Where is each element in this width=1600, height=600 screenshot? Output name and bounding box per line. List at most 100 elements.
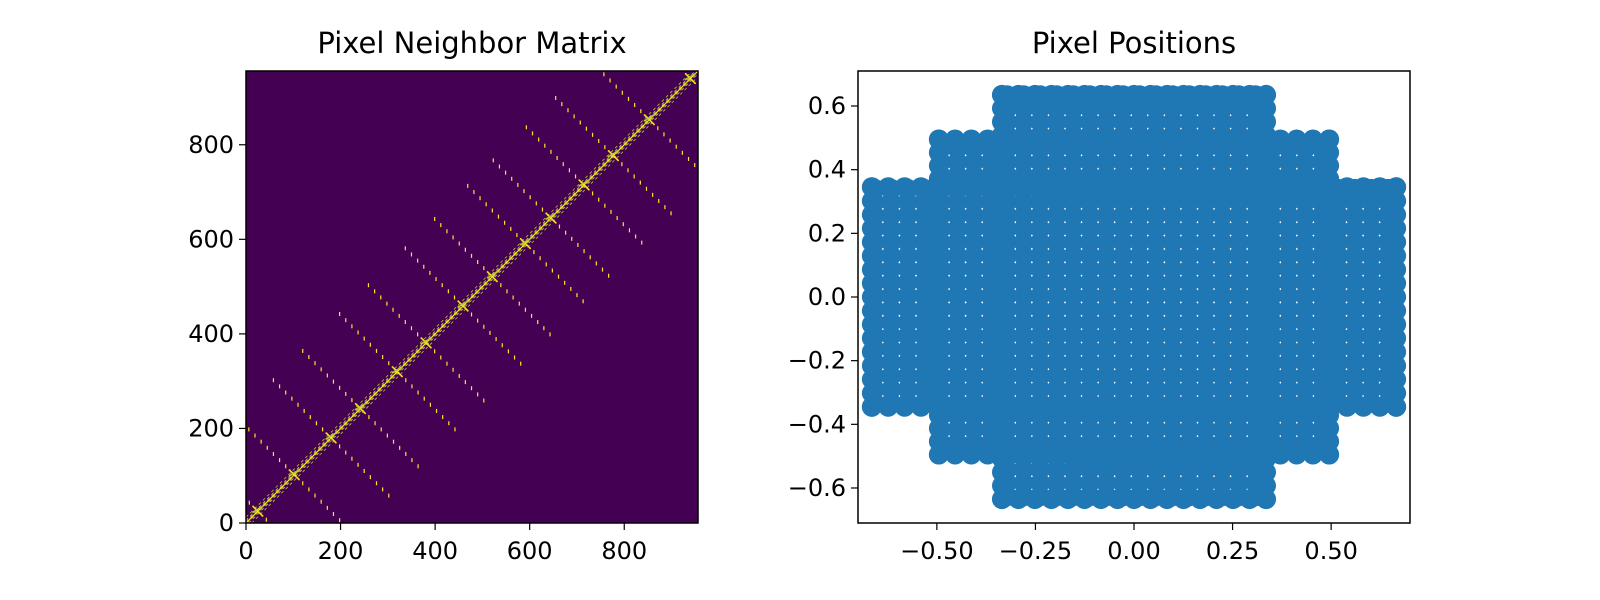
matrix-cell [441,283,443,288]
matrix-cell [252,505,254,508]
pixel-point [1287,396,1308,417]
pixel-point [861,232,882,253]
pixel-point [861,369,882,390]
matrix-cell [315,421,318,426]
pixel-positions-y-axis: −0.6 −0.4 −0.2 0.0 0.2 0.4 0.6 [788,92,858,502]
matrix-cell [489,273,492,276]
matrix-cell [302,481,304,486]
matrix-cell [517,182,519,187]
matrix-cell [526,244,529,247]
matrix-cell [423,264,425,269]
pixel-point [1254,129,1275,150]
y-tick-label: 0.4 [808,156,846,184]
matrix-cell [551,218,553,220]
matrix-cell [261,505,264,508]
matrix-cell [462,305,464,307]
matrix-cell [446,229,448,234]
matrix-cell [486,271,489,273]
matrix-cell [546,217,548,220]
pixel-point [1206,489,1227,510]
matrix-cell [687,77,690,79]
matrix-cell [634,103,636,108]
pixel-point [1107,396,1128,417]
matrix-cell [609,78,611,83]
pixel-point [1024,84,1045,105]
pixel-point [928,129,949,150]
matrix-cell [640,109,642,114]
matrix-cell [504,220,506,225]
matrix-cell [520,238,523,241]
matrix-cell [545,262,547,267]
matrix-cell [491,208,493,213]
matrix-cell [617,150,619,152]
pixel-point [1008,84,1029,105]
matrix-cell [506,289,508,294]
matrix-cell [608,155,611,157]
matrix-cell [687,75,690,78]
pixel-point [961,444,982,465]
pixel-positions-title: Pixel Positions [1032,26,1236,60]
matrix-cell [278,458,281,463]
matrix-cell [550,215,552,217]
matrix-cell [252,511,254,513]
pixel-point [894,396,915,417]
matrix-cell [320,367,322,372]
matrix-cell [552,214,554,216]
pixel-point [1124,396,1144,417]
matrix-cell [529,238,531,240]
matrix-cell [537,320,539,325]
pixel-point [1026,444,1047,465]
pixel-point [1075,129,1096,150]
matrix-cell [405,378,407,383]
y-tick-label: 400 [188,320,234,348]
off-diagonal-band [245,70,697,522]
matrix-cell [460,304,462,307]
matrix-cell [332,379,335,384]
pixel-point [1386,287,1407,307]
matrix-cell [440,223,442,228]
pixel-point [894,177,915,198]
matrix-cell [272,451,275,456]
pixel-point [976,396,997,417]
y-tick-label: −0.6 [788,474,846,502]
pixel-point [1124,177,1144,198]
matrix-cell [616,150,618,153]
matrix-cell [321,427,324,432]
matrix-cell [613,155,616,158]
pixel-point [1173,177,1194,198]
matrix-cell [568,168,570,173]
matrix-cell [463,306,465,308]
matrix-cell [265,517,267,522]
matrix-cell [422,341,425,344]
matrix-cell [579,120,581,125]
matrix-cell [685,78,688,80]
pixel-point [1386,259,1407,280]
matrix-cell [510,226,512,231]
matrix-cell [327,434,330,436]
matrix-cell [525,243,528,246]
pixel-point [1026,129,1047,150]
pixel-point [1091,444,1112,465]
pixel-point [1156,177,1177,198]
matrix-cell [489,275,492,277]
matrix-cell [545,218,548,220]
matrix-cell [320,499,322,504]
matrix-cell [339,312,341,317]
matrix-cell [617,159,619,162]
matrix-cell [579,180,582,182]
matrix-cell [582,182,584,185]
pixel-point [1140,177,1161,198]
pixel-point [1353,396,1374,417]
matrix-cell [399,373,401,376]
matrix-cell [603,72,605,77]
matrix-cell [488,273,491,275]
pixel-point [1386,190,1407,211]
matrix-cell [260,439,262,444]
matrix-cell [598,197,600,202]
matrix-cell [495,337,497,342]
pixel-point [1205,129,1226,150]
matrix-cell [326,437,329,440]
matrix-cell [585,186,587,188]
pixel-point [1009,396,1030,417]
